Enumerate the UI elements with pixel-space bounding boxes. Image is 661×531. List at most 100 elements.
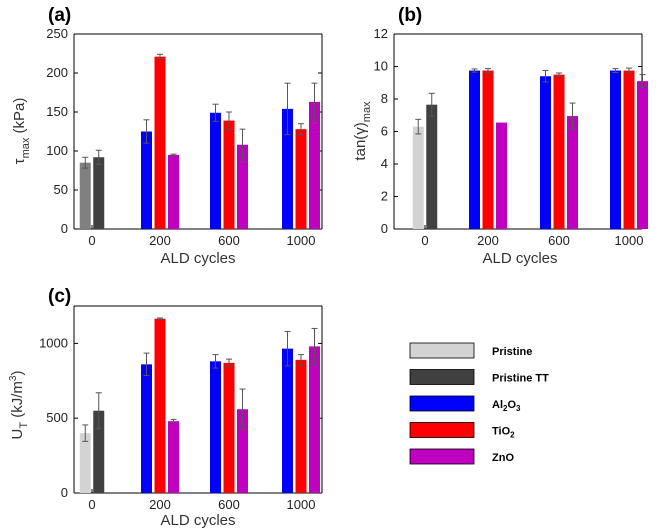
y-tick-label: 0 — [381, 221, 388, 236]
y-tick-label: 250 — [46, 26, 68, 41]
x-tick-label: 1000 — [287, 497, 316, 512]
bar-zno-1000 — [309, 101, 320, 229]
bar-tio2-600 — [223, 362, 235, 493]
legend-swatch-tio2 — [409, 422, 475, 438]
y-tick-label: 12 — [374, 26, 388, 41]
legend-swatch-zno — [409, 448, 475, 465]
y-axis-label: UT (kJ/m3) — [8, 371, 30, 440]
bar-tio2-200 — [154, 318, 166, 493]
chart-panel-1: 0 50 100 150 200 250 0 200 600 1000 (a) ALD cycles τ… — [11, 5, 323, 267]
bar-pristine-0 — [79, 162, 91, 229]
bar-pristine-0 — [412, 126, 424, 229]
bar-al2o3-200 — [469, 70, 480, 229]
y-tick-label: 4 — [381, 156, 388, 171]
bar-zno-600 — [237, 144, 248, 229]
x-axis-label: ALD cycles — [160, 250, 235, 267]
y-axis-label: tan(γ)max — [352, 101, 373, 161]
panel-label: (a) — [48, 5, 71, 26]
legend-sub: 2 — [503, 404, 508, 413]
bar-tio2-200 — [154, 56, 166, 230]
y-tick-label: 150 — [46, 104, 68, 119]
panel-label: (b) — [398, 5, 422, 26]
x-tick-label: 1000 — [615, 233, 644, 248]
legend-sub2: 3 — [516, 404, 521, 413]
bar-al2o3-600 — [540, 76, 551, 229]
bar-tio2-1000 — [295, 359, 307, 493]
legend-label: Al2O3 — [492, 399, 521, 413]
chart-panel-3: 0 500 1000 0 200 600 1000 (c) ALD cycles UT (kJ/m… — [8, 286, 323, 529]
y-label-main: τ — [11, 158, 28, 164]
y-label-sub: T — [18, 422, 30, 429]
legend-swatch-pristine-tt — [409, 369, 475, 385]
bar-pristine-tt-0 — [93, 157, 105, 229]
bar-tio2-600 — [553, 74, 565, 229]
bar-pristine-tt-0 — [93, 410, 105, 493]
bar-pristine-tt-0 — [426, 104, 438, 229]
legend: Pristine Pristine TT Al2O3 TiO2 ZnO — [409, 342, 549, 465]
legend-swatch-al2o3 — [409, 395, 475, 412]
x-tick-label: 600 — [218, 233, 240, 248]
bar-zno-600 — [567, 116, 578, 229]
y-tick-label: 10 — [374, 59, 388, 74]
y-tick-label: 0 — [61, 485, 68, 500]
x-axis-label: ALD cycles — [160, 512, 235, 529]
bar-al2o3-1000 — [282, 108, 293, 229]
x-tick-label: 600 — [548, 233, 570, 248]
bar-tio2-200 — [482, 70, 494, 229]
legend-label: Pristine — [492, 346, 532, 358]
legend-text: Al — [492, 399, 503, 411]
bar-tio2-600 — [223, 120, 235, 229]
x-tick-label: 0 — [421, 233, 428, 248]
bar-tio2-1000 — [623, 70, 635, 229]
y-tick-label: 0 — [61, 221, 68, 236]
y-tick-label: 8 — [381, 91, 388, 106]
bar-al2o3-600 — [210, 361, 221, 493]
x-tick-label: 0 — [88, 497, 95, 512]
bar-zno-200 — [496, 122, 507, 229]
chart-panel-2: 0 2 4 6 8 10 12 0 200 600 1000 (b) ALD cycles tan(γ)m… — [352, 5, 648, 267]
y-tick-label: 6 — [381, 124, 388, 139]
y-tick-label: 500 — [46, 410, 68, 425]
x-tick-label: 200 — [149, 497, 171, 512]
bar-zno-1000 — [309, 346, 320, 493]
y-tick-label: 50 — [54, 182, 68, 197]
legend-text: Pristine — [492, 346, 532, 358]
y-label-unit: (kPa) — [11, 98, 28, 138]
legend-swatch-pristine — [409, 342, 475, 359]
bar-zno-1000 — [637, 81, 648, 229]
y-tick-label: 200 — [46, 65, 68, 80]
x-tick-label: 0 — [88, 233, 95, 248]
bar-al2o3-200 — [141, 131, 152, 229]
bar-al2o3-600 — [210, 112, 221, 229]
y-tick-label: 100 — [46, 143, 68, 158]
legend-text: ZnO — [492, 452, 514, 464]
legend-label: Pristine TT — [492, 373, 549, 385]
legend-label: TiO2 — [492, 426, 515, 440]
bar-zno-200 — [168, 154, 179, 229]
x-tick-label: 200 — [477, 233, 499, 248]
y-label-sub: max — [361, 101, 373, 122]
y-label-main: tan(γ) — [352, 122, 369, 160]
x-tick-label: 200 — [149, 233, 171, 248]
bar-al2o3-1000 — [610, 70, 621, 229]
bar-tio2-1000 — [295, 129, 307, 229]
bar-al2o3-200 — [141, 364, 152, 493]
y-label-sub: max — [20, 137, 32, 158]
y-label-unit: (kJ/m — [9, 381, 26, 422]
legend-label: ZnO — [492, 452, 514, 464]
bar-pristine-0 — [79, 433, 91, 493]
x-tick-label: 1000 — [287, 233, 316, 248]
bar-zno-600 — [237, 409, 248, 493]
bar-zno-200 — [168, 421, 179, 493]
y-label-sup: 3 — [8, 375, 19, 381]
y-axis-label: τmax (kPa) — [11, 98, 32, 165]
x-axis-label: ALD cycles — [482, 250, 557, 267]
y-label-close: ) — [9, 371, 26, 376]
y-tick-label: 1000 — [39, 335, 68, 350]
legend-sub: 2 — [510, 431, 515, 440]
legend-text: Pristine TT — [492, 373, 549, 385]
panel-label: (c) — [48, 286, 71, 307]
bar-al2o3-1000 — [282, 348, 293, 493]
y-label-main: U — [9, 429, 26, 440]
y-tick-label: 2 — [381, 189, 388, 204]
